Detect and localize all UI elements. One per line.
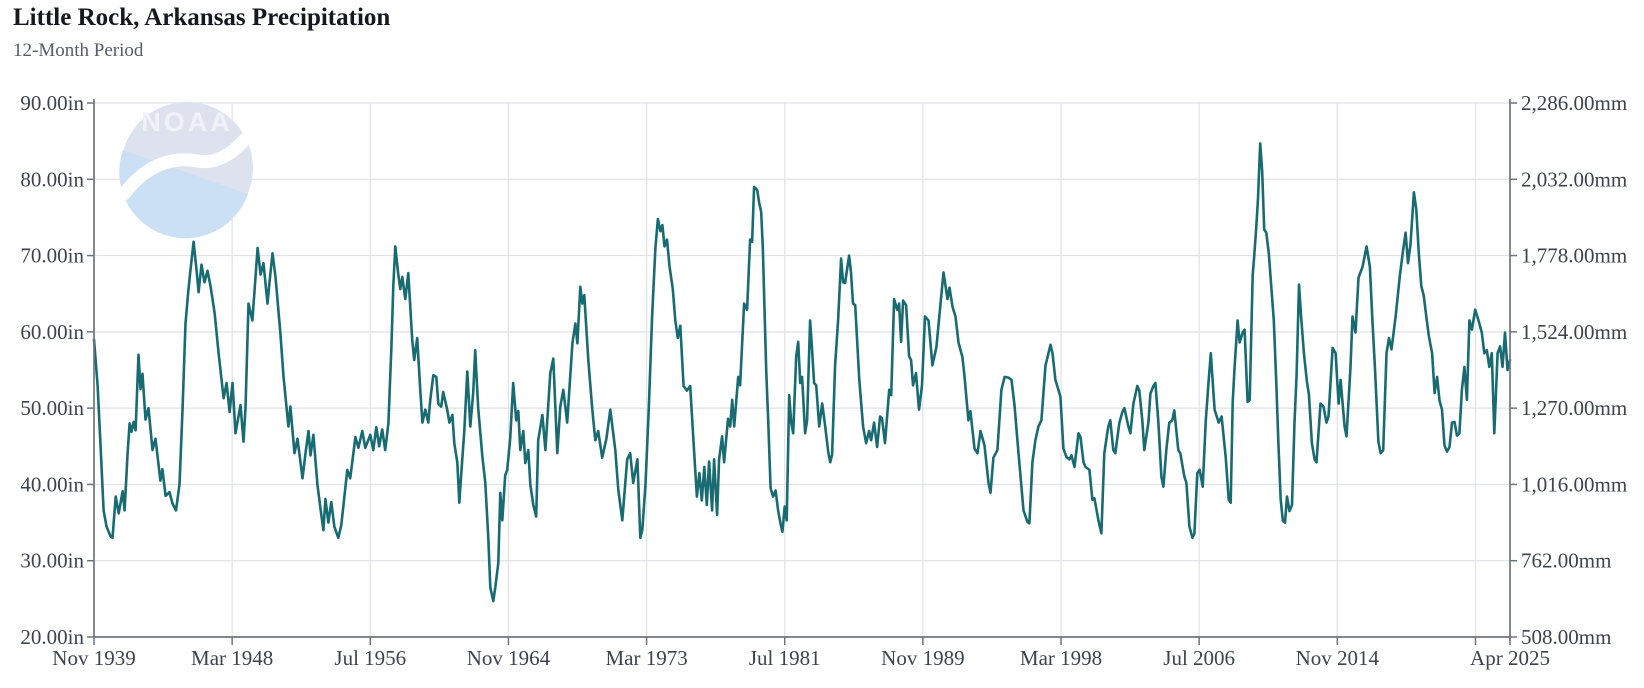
y-axis-left-label: 80.00in: [20, 167, 84, 191]
y-axis-right-label: 2,286.00mm: [1521, 91, 1627, 115]
x-axis-label: Apr 2025: [1470, 646, 1550, 670]
y-axis-right-label: 2,032.00mm: [1521, 167, 1627, 191]
x-axis-label: Nov 1939: [52, 646, 135, 670]
y-axis-left-labels: 90.00in 80.00in 70.00in 60.00in 50.00in 40.00…: [20, 91, 94, 649]
x-axis-label: Mar 1973: [605, 646, 687, 670]
y-axis-left-label: 30.00in: [20, 549, 84, 573]
x-axis-label: Nov 2014: [1296, 646, 1380, 670]
gridlines: [94, 102, 1510, 637]
axes: [93, 99, 1511, 641]
y-axis-right-labels: 2,286.00mm 2,032.00mm 1,778.00mm 1,524.00mm…: [1510, 91, 1627, 649]
noaa-seagull-icon: [117, 127, 257, 201]
y-axis-right-label: 1,524.00mm: [1521, 320, 1627, 344]
y-axis-left-label: 40.00in: [20, 472, 84, 496]
x-axis-labels: Nov 1939 Mar 1948 Jul 1956 Nov 1964 Mar 1973…: [52, 637, 1550, 670]
y-axis-right-label: 508.00mm: [1521, 625, 1611, 649]
y-axis-left-label: 90.00in: [20, 91, 84, 115]
noaa-text: NOAA: [141, 107, 233, 137]
x-axis-label: Mar 1998: [1020, 646, 1102, 670]
noaa-logo-watermark: NOAA: [117, 102, 257, 239]
x-axis-label: Nov 1964: [467, 646, 551, 670]
x-axis-label: Jul 1956: [334, 646, 406, 670]
y-axis-right-label: 1,016.00mm: [1521, 472, 1627, 496]
x-axis-label: Mar 1948: [191, 646, 273, 670]
chart-subtitle: 12-Month Period: [13, 40, 144, 61]
chart-title: Little Rock, Arkansas Precipitation: [13, 4, 391, 31]
y-axis-left-label: 70.00in: [20, 244, 84, 268]
y-axis-left-label: 60.00in: [20, 320, 84, 344]
y-axis-left-label: 50.00in: [20, 396, 84, 420]
x-axis-label: Jul 1981: [749, 646, 821, 670]
precipitation-line: [92, 142, 1512, 603]
y-axis-right-label: 1,778.00mm: [1521, 244, 1627, 268]
y-axis-left-label: 20.00in: [20, 625, 84, 649]
x-axis-label: Jul 2006: [1163, 646, 1235, 670]
y-axis-right-label: 1,270.00mm: [1521, 396, 1627, 420]
x-axis-label: Nov 1989: [881, 646, 964, 670]
y-axis-right-label: 762.00mm: [1521, 549, 1611, 573]
